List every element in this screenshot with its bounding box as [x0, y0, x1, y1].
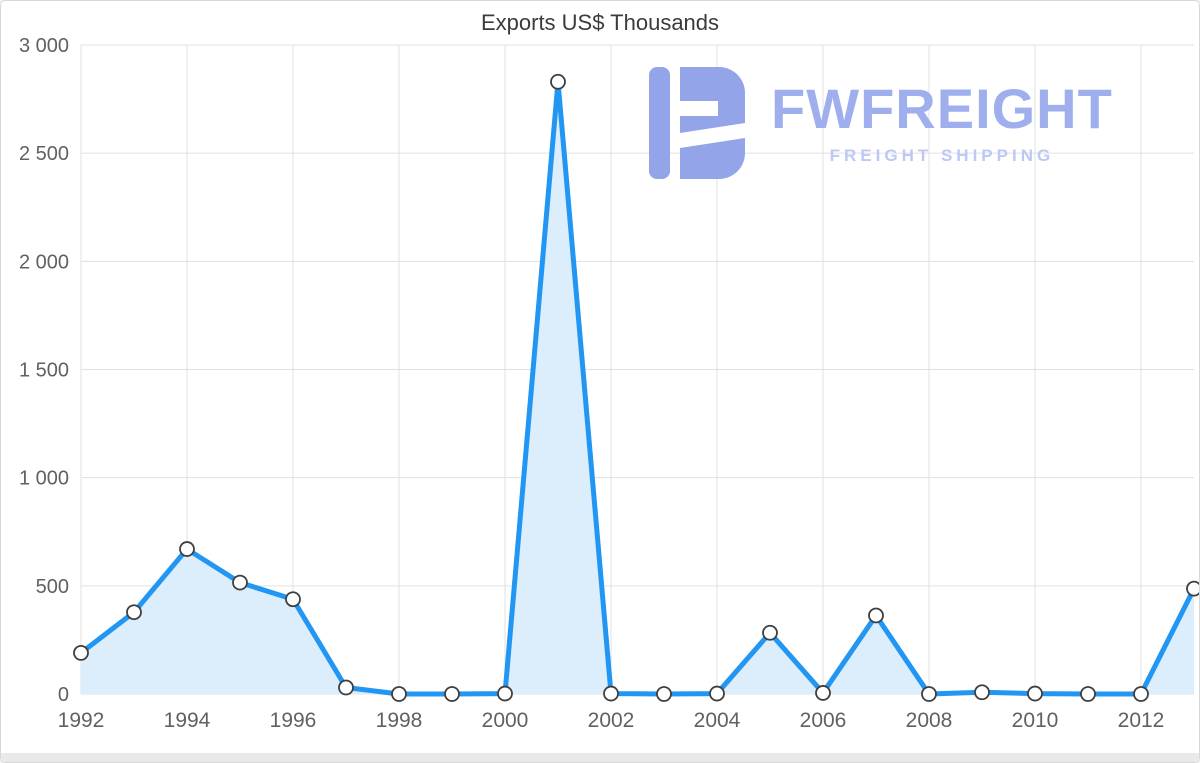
data-point-2006[interactable] — [815, 685, 831, 701]
data-point-1998[interactable] — [391, 686, 407, 702]
data-point-2010[interactable] — [1027, 685, 1043, 702]
data-point-2007[interactable] — [868, 607, 884, 624]
y-tick-label-1000: 1 000 — [19, 468, 69, 490]
y-tick-label-0: 0 — [58, 684, 69, 706]
x-tick-label-1992: 1992 — [58, 709, 105, 732]
y-tick-label-3000: 3 000 — [19, 35, 69, 57]
data-point-2005[interactable] — [762, 624, 778, 641]
chart-line — [78, 79, 1197, 697]
y-tick-label-2000: 2 000 — [19, 251, 69, 273]
data-point-1996[interactable] — [285, 591, 301, 608]
x-tick-label-2008: 2008 — [906, 709, 953, 732]
data-point-1995[interactable] — [232, 574, 248, 591]
data-point-1997[interactable] — [338, 679, 354, 696]
chart-area-fill — [81, 81, 1194, 694]
x-tick-label-2006: 2006 — [800, 709, 847, 732]
y-tick-label-2500: 2 500 — [19, 143, 69, 165]
x-tick-label-1994: 1994 — [164, 709, 211, 732]
y-tick-label-500: 500 — [36, 576, 69, 598]
data-point-2008[interactable] — [921, 686, 937, 702]
data-point-1992[interactable] — [73, 644, 89, 661]
data-point-2002[interactable] — [603, 685, 619, 702]
x-tick-label-2000: 2000 — [482, 709, 529, 732]
data-point-2009[interactable] — [974, 684, 990, 701]
x-tick-label-2004: 2004 — [694, 709, 741, 732]
data-point-2001[interactable] — [550, 73, 566, 90]
data-point-2004[interactable] — [709, 685, 725, 702]
x-tick-label-2010: 2010 — [1012, 709, 1059, 732]
x-tick-label-1996: 1996 — [270, 709, 317, 732]
data-point-2000[interactable] — [497, 685, 513, 702]
y-tick-label-1500: 1 500 — [19, 360, 69, 382]
data-point-2012[interactable] — [1133, 686, 1149, 702]
window-bottom-edge — [1, 753, 1199, 762]
data-point-2003[interactable] — [656, 686, 672, 702]
data-point-2013[interactable] — [1186, 580, 1200, 597]
data-point-1994[interactable] — [179, 541, 195, 557]
data-point-2011[interactable] — [1080, 686, 1096, 702]
data-point-1999[interactable] — [444, 686, 460, 702]
chart-title: Exports US$ Thousands — [480, 10, 720, 35]
data-point-1993[interactable] — [126, 604, 142, 621]
x-tick-label-2002: 2002 — [588, 709, 635, 732]
x-tick-label-2012: 2012 — [1118, 709, 1165, 732]
x-tick-label-1998: 1998 — [376, 709, 423, 732]
